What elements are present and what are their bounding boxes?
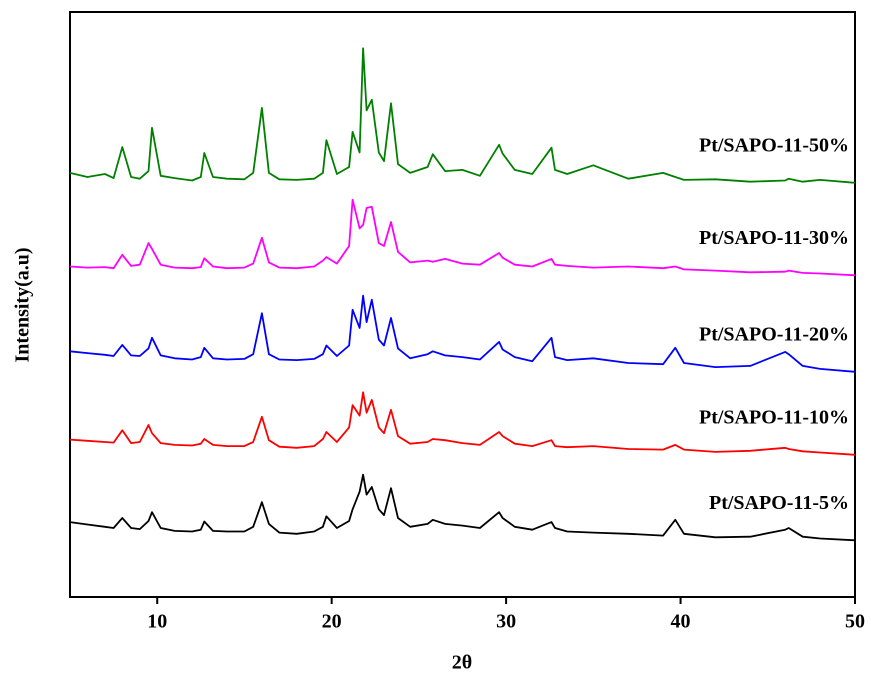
x-axis-label: 2θ xyxy=(452,652,472,674)
series-label: Pt/SAPO-11-20% xyxy=(699,323,849,345)
x-tick-label: 30 xyxy=(496,611,516,633)
x-tick-label: 50 xyxy=(845,611,865,633)
series-line xyxy=(69,198,856,277)
plot-frame xyxy=(69,11,856,598)
series-label: Pt/SAPO-11-10% xyxy=(699,406,849,428)
x-tick-label: 20 xyxy=(322,611,342,633)
x-tick-label: 40 xyxy=(671,611,691,633)
series-line xyxy=(69,294,856,373)
x-tick-label: 10 xyxy=(147,611,167,633)
series-label: Pt/SAPO-11-5% xyxy=(709,492,849,514)
series-line xyxy=(69,391,856,456)
y-axis-label: Intensity(a.u) xyxy=(12,247,34,362)
series-label: Pt/SAPO-11-50% xyxy=(699,134,849,156)
series-label: Pt/SAPO-11-30% xyxy=(699,227,849,249)
series-line xyxy=(69,473,856,542)
series-line xyxy=(69,47,856,184)
